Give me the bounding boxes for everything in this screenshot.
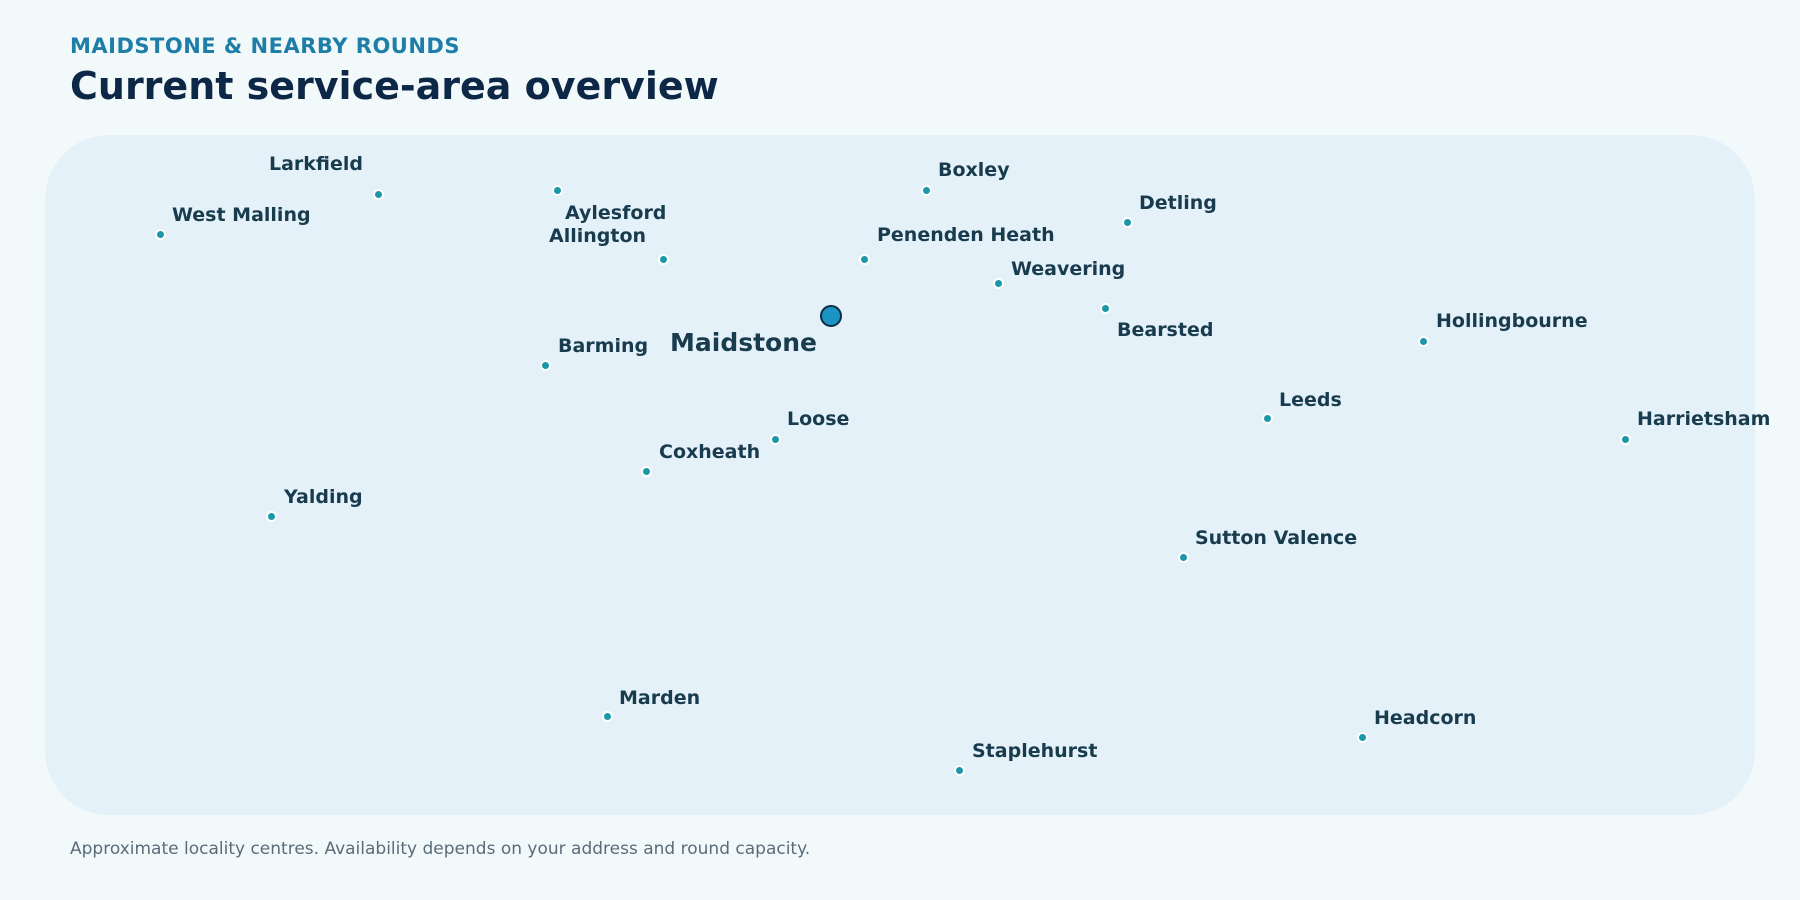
loose-label: Loose bbox=[787, 408, 850, 430]
service-area-map bbox=[45, 135, 1755, 815]
aylesford-label: Aylesford bbox=[565, 202, 667, 224]
bearsted-marker bbox=[1100, 303, 1111, 314]
west-malling-marker bbox=[155, 229, 166, 240]
staplehurst-marker bbox=[954, 765, 965, 776]
allington-marker bbox=[658, 254, 669, 265]
penenden-heath-marker bbox=[859, 254, 870, 265]
detling-marker bbox=[1122, 217, 1133, 228]
aylesford-marker bbox=[552, 185, 563, 196]
eyebrow-heading: MAIDSTONE & NEARBY ROUNDS bbox=[70, 34, 460, 58]
west-malling-label: West Malling bbox=[172, 204, 311, 226]
bearsted-label: Bearsted bbox=[1117, 319, 1214, 341]
harrietsham-marker bbox=[1620, 434, 1631, 445]
marden-label: Marden bbox=[619, 687, 701, 709]
penenden-heath-label: Penenden Heath bbox=[877, 224, 1055, 246]
sutton-valence-label: Sutton Valence bbox=[1195, 527, 1358, 549]
hollingbourne-marker bbox=[1418, 336, 1429, 347]
loose-marker bbox=[770, 434, 781, 445]
boxley-label: Boxley bbox=[938, 159, 1010, 181]
weavering-label: Weavering bbox=[1011, 258, 1126, 280]
leeds-marker bbox=[1262, 413, 1273, 424]
map-footnote: Approximate locality centres. Availabili… bbox=[70, 839, 811, 859]
harrietsham-label: Harrietsham bbox=[1637, 408, 1771, 430]
allington-label: Allington bbox=[549, 225, 647, 247]
barming-label: Barming bbox=[558, 335, 649, 357]
maidstone-marker bbox=[820, 305, 842, 327]
coxheath-label: Coxheath bbox=[659, 441, 761, 463]
maidstone-label: Maidstone bbox=[670, 328, 817, 357]
larkfield-label: Larkfield bbox=[269, 153, 364, 175]
hollingbourne-label: Hollingbourne bbox=[1436, 310, 1588, 332]
staplehurst-label: Staplehurst bbox=[972, 740, 1098, 762]
barming-marker bbox=[540, 360, 551, 371]
larkfield-marker bbox=[373, 189, 384, 200]
yalding-marker bbox=[266, 511, 277, 522]
boxley-marker bbox=[921, 185, 932, 196]
marden-marker bbox=[602, 711, 613, 722]
coxheath-marker bbox=[641, 466, 652, 477]
headcorn-label: Headcorn bbox=[1374, 707, 1477, 729]
sutton-valence-marker bbox=[1178, 552, 1189, 563]
page-title: Current service-area overview bbox=[70, 64, 719, 108]
headcorn-marker bbox=[1357, 732, 1368, 743]
leeds-label: Leeds bbox=[1279, 389, 1342, 411]
yalding-label: Yalding bbox=[284, 486, 363, 508]
weavering-marker bbox=[993, 278, 1004, 289]
detling-label: Detling bbox=[1139, 192, 1217, 214]
